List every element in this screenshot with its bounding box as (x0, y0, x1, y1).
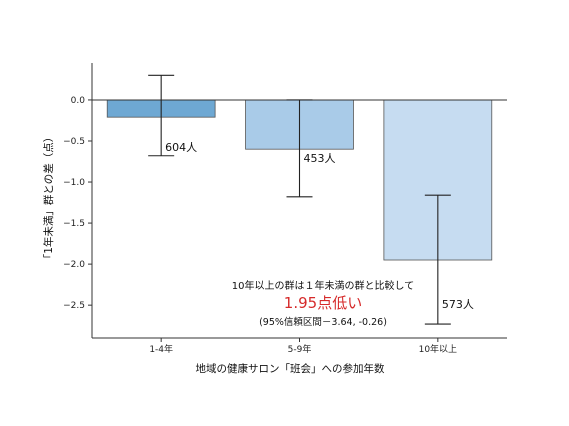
annotation-line-1: 10年以上の群は１年未満の群と比較して (232, 279, 414, 292)
y-axis-title: 「1年未満」群との差（点） (42, 132, 55, 265)
sample-size-label: 604人 (165, 141, 197, 154)
annotation-ci: (95%信頼区間－3.64, -0.26) (259, 316, 387, 328)
y-tick-label: 0.0 (71, 96, 86, 106)
x-tick-label: 1-4年 (149, 343, 173, 355)
sample-size-label: 573人 (442, 298, 474, 311)
y-tick-label: −1.5 (63, 219, 85, 229)
y-tick-label: −0.5 (63, 137, 85, 147)
y-tick-label: −1.0 (63, 178, 85, 188)
sample-size-label: 453人 (304, 152, 336, 165)
x-tick-label: 10年以上 (419, 343, 457, 355)
y-tick-label: −2.0 (63, 260, 85, 270)
annotation-highlight: 1.95点低い (284, 294, 362, 312)
x-axis-title: 地域の健康サロン「班会」への参加年数 (196, 362, 385, 375)
y-tick-label: −2.5 (63, 301, 85, 311)
x-tick-label: 5-9年 (288, 343, 312, 355)
